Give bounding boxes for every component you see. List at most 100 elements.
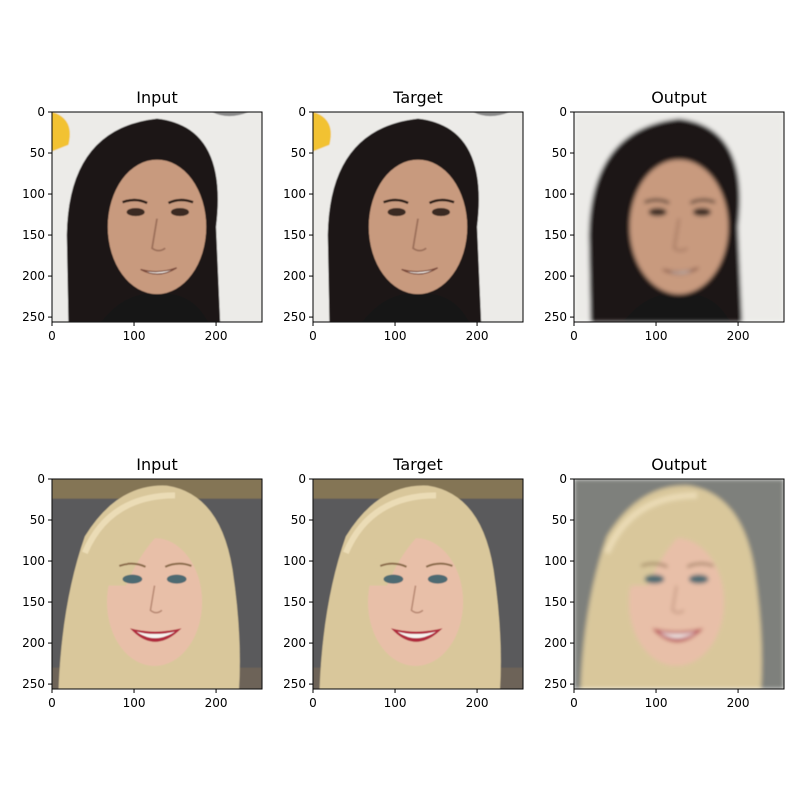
nose [151, 218, 166, 252]
panel-title: Output [651, 455, 707, 474]
photo [574, 112, 784, 322]
nose [149, 585, 163, 614]
left-brow [118, 562, 146, 568]
bangs [107, 511, 192, 586]
y-tick-label: 100 [544, 187, 567, 201]
teeth [397, 631, 437, 639]
y-tick-label: 50 [30, 513, 45, 527]
x-tick-label: 100 [645, 696, 668, 710]
face [368, 159, 468, 295]
x-tick-label: 0 [48, 696, 56, 710]
y-tick-label: 50 [552, 146, 567, 160]
y-tick-label: 0 [37, 105, 45, 119]
turtleneck [362, 293, 469, 322]
right-brow [428, 198, 455, 205]
right-eye [431, 207, 450, 217]
y-tick-label: 50 [30, 146, 45, 160]
hair-highlight [604, 492, 698, 555]
left-brow [640, 562, 668, 568]
photo-content [574, 112, 784, 322]
left-eye [126, 207, 145, 217]
hair-highlight [343, 492, 437, 555]
y-tick-label: 200 [22, 636, 45, 650]
left-eye [648, 207, 667, 217]
face [107, 159, 207, 295]
y-tick-label: 150 [22, 228, 45, 242]
y-tick-label: 250 [22, 677, 45, 691]
turtleneck [101, 293, 208, 322]
y-tick-label: 200 [22, 269, 45, 283]
right-brow [164, 562, 192, 568]
left-eye [383, 574, 404, 584]
photo [574, 479, 784, 689]
y-tick-label: 250 [544, 310, 567, 324]
sign-fragment [472, 112, 510, 117]
photo-content [52, 479, 262, 689]
y-tick-label: 100 [22, 187, 45, 201]
y-tick-label: 150 [544, 595, 567, 609]
y-tick-label: 200 [283, 269, 306, 283]
x-tick-label: 100 [384, 329, 407, 343]
y-tick-label: 250 [22, 310, 45, 324]
y-tick-label: 0 [559, 472, 567, 486]
x-tick-label: 200 [466, 329, 489, 343]
y-tick-label: 200 [544, 269, 567, 283]
sign-fragment [211, 112, 249, 117]
logo-fragment [313, 112, 331, 152]
left-eye [387, 207, 406, 217]
y-tick-label: 200 [283, 636, 306, 650]
photo [313, 112, 523, 322]
panel-title: Output [651, 88, 707, 107]
y-tick-label: 200 [544, 636, 567, 650]
axes-frame [573, 478, 785, 690]
bangs [368, 511, 453, 586]
hairline [631, 143, 727, 190]
mouth [401, 267, 439, 275]
hairline [109, 143, 205, 190]
nose [412, 218, 427, 252]
face [629, 159, 729, 295]
axes-frame [312, 478, 524, 690]
x-tick-label: 100 [123, 329, 146, 343]
x-tick-label: 200 [205, 329, 228, 343]
left-brow [122, 198, 148, 205]
axes-frame [573, 111, 785, 323]
panel-title: Target [392, 88, 443, 107]
panel-title: Target [392, 455, 443, 474]
left-brow [644, 198, 670, 205]
photo-content [52, 112, 262, 322]
turtleneck [623, 293, 730, 322]
right-eye [166, 574, 187, 584]
right-eye [688, 574, 709, 584]
x-tick-label: 0 [309, 329, 317, 343]
axes-frame [312, 111, 524, 323]
y-tick-label: 150 [283, 228, 306, 242]
panel-title: Input [136, 88, 177, 107]
y-tick-label: 0 [37, 472, 45, 486]
y-tick-label: 100 [22, 554, 45, 568]
hair-highlight [82, 492, 176, 555]
x-tick-label: 0 [48, 329, 56, 343]
x-tick-label: 0 [309, 696, 317, 710]
right-eye [427, 574, 448, 584]
y-tick-label: 150 [22, 595, 45, 609]
panel-title: Input [136, 455, 177, 474]
y-tick-label: 0 [298, 472, 306, 486]
y-tick-label: 100 [283, 554, 306, 568]
right-brow [689, 198, 716, 205]
nose [673, 218, 688, 252]
x-tick-label: 100 [384, 696, 407, 710]
y-tick-label: 100 [544, 554, 567, 568]
right-eye [692, 207, 711, 217]
photo [52, 112, 262, 322]
y-tick-label: 50 [552, 513, 567, 527]
mouth [662, 267, 700, 275]
left-brow [383, 198, 409, 205]
y-tick-label: 250 [283, 310, 306, 324]
y-tick-label: 50 [291, 513, 306, 527]
left-eye [644, 574, 665, 584]
